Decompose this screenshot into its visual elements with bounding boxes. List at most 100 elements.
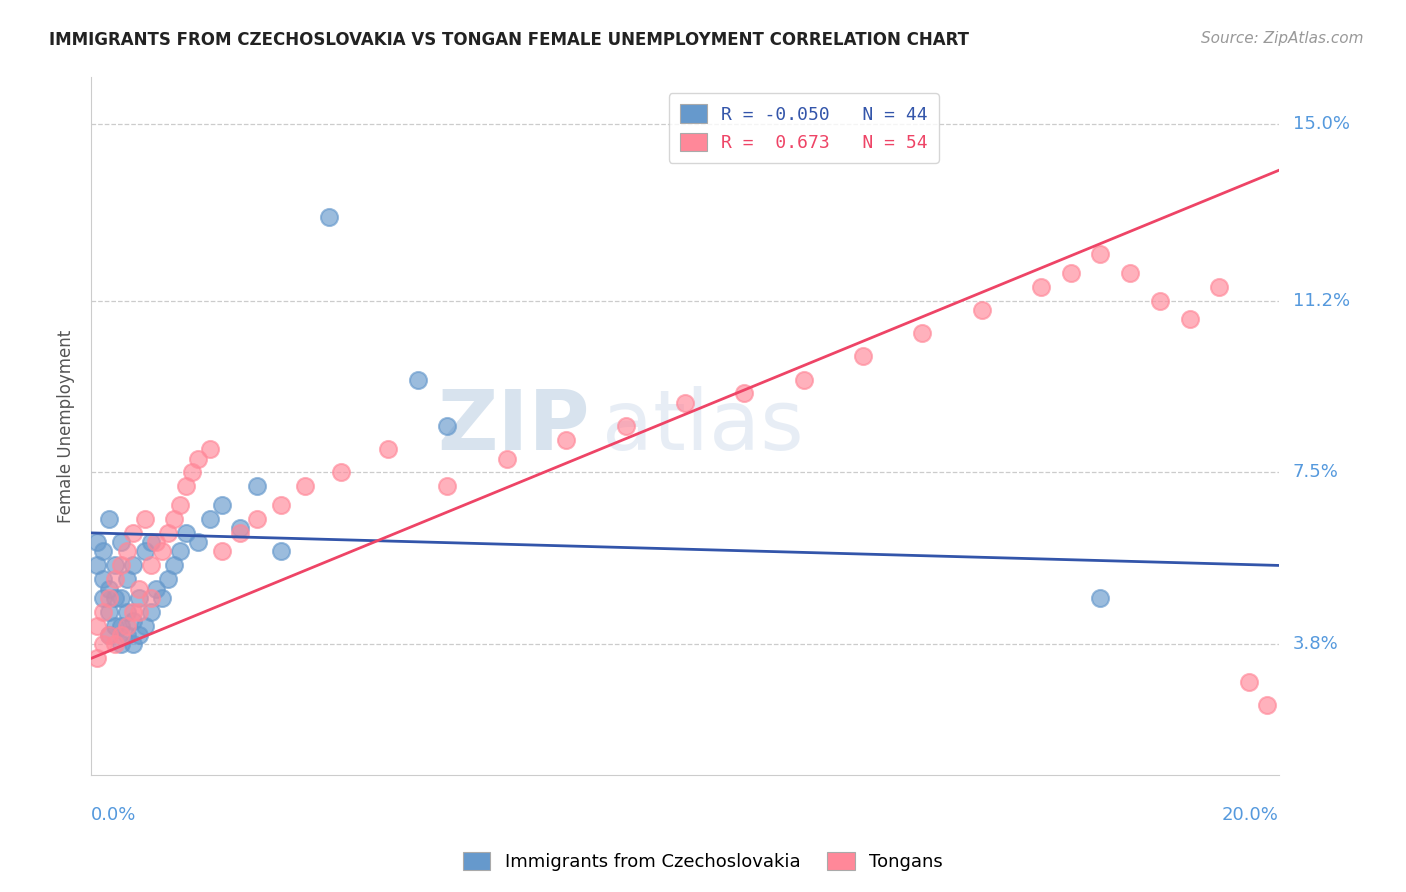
Point — [163, 512, 186, 526]
Point — [134, 512, 156, 526]
Point — [139, 558, 162, 573]
Point — [110, 591, 132, 605]
Point — [110, 558, 132, 573]
Point — [152, 544, 174, 558]
Point — [139, 535, 162, 549]
Point — [1208, 279, 1230, 293]
Point — [86, 651, 108, 665]
Text: Source: ZipAtlas.com: Source: ZipAtlas.com — [1201, 31, 1364, 46]
Point — [852, 349, 875, 363]
Text: 20.0%: 20.0% — [1222, 806, 1278, 824]
Point — [1149, 293, 1171, 308]
Point — [115, 605, 138, 619]
Point — [270, 544, 292, 558]
Point — [495, 451, 517, 466]
Point — [169, 498, 191, 512]
Point — [104, 591, 127, 605]
Point — [555, 433, 578, 447]
Y-axis label: Female Unemployment: Female Unemployment — [58, 329, 75, 523]
Point — [733, 386, 755, 401]
Point — [198, 442, 221, 457]
Point — [211, 544, 233, 558]
Point — [128, 605, 150, 619]
Point — [121, 605, 143, 619]
Point — [115, 573, 138, 587]
Point — [157, 573, 180, 587]
Point — [128, 591, 150, 605]
Point — [86, 619, 108, 633]
Point — [911, 326, 934, 340]
Point — [246, 479, 269, 493]
Point — [1256, 698, 1278, 712]
Point — [377, 442, 399, 457]
Point — [121, 614, 143, 628]
Point — [128, 582, 150, 596]
Point — [614, 419, 637, 434]
Legend: R = -0.050   N = 44, R =  0.673   N = 54: R = -0.050 N = 44, R = 0.673 N = 54 — [669, 94, 939, 163]
Text: ZIP: ZIP — [437, 385, 591, 467]
Point — [91, 544, 114, 558]
Point — [110, 535, 132, 549]
Point — [110, 628, 132, 642]
Point — [152, 591, 174, 605]
Point — [91, 591, 114, 605]
Point — [1029, 279, 1052, 293]
Point — [91, 605, 114, 619]
Point — [97, 512, 120, 526]
Point — [97, 591, 120, 605]
Point — [1060, 266, 1083, 280]
Point — [198, 512, 221, 526]
Text: 3.8%: 3.8% — [1294, 635, 1339, 654]
Point — [104, 619, 127, 633]
Point — [115, 619, 138, 633]
Point — [169, 544, 191, 558]
Point — [294, 479, 316, 493]
Point — [174, 525, 197, 540]
Point — [115, 544, 138, 558]
Legend: Immigrants from Czechoslovakia, Tongans: Immigrants from Czechoslovakia, Tongans — [456, 845, 950, 879]
Point — [86, 558, 108, 573]
Point — [318, 210, 340, 224]
Text: IMMIGRANTS FROM CZECHOSLOVAKIA VS TONGAN FEMALE UNEMPLOYMENT CORRELATION CHART: IMMIGRANTS FROM CZECHOSLOVAKIA VS TONGAN… — [49, 31, 969, 49]
Point — [228, 525, 250, 540]
Point — [1090, 591, 1112, 605]
Point — [121, 637, 143, 651]
Point — [97, 605, 120, 619]
Point — [134, 544, 156, 558]
Text: 11.2%: 11.2% — [1294, 292, 1350, 310]
Point — [110, 619, 132, 633]
Point — [1237, 674, 1260, 689]
Point — [121, 558, 143, 573]
Point — [436, 479, 458, 493]
Point — [187, 535, 209, 549]
Point — [145, 535, 167, 549]
Point — [97, 582, 120, 596]
Point — [134, 619, 156, 633]
Point — [157, 525, 180, 540]
Point — [104, 558, 127, 573]
Point — [128, 628, 150, 642]
Point — [1119, 266, 1142, 280]
Point — [110, 637, 132, 651]
Point — [436, 419, 458, 434]
Text: 7.5%: 7.5% — [1294, 464, 1339, 482]
Point — [91, 573, 114, 587]
Point — [139, 605, 162, 619]
Point — [163, 558, 186, 573]
Point — [970, 302, 993, 317]
Point — [406, 372, 429, 386]
Point — [793, 372, 815, 386]
Point — [115, 628, 138, 642]
Point — [97, 628, 120, 642]
Point — [121, 525, 143, 540]
Point — [187, 451, 209, 466]
Point — [145, 582, 167, 596]
Point — [181, 466, 204, 480]
Point — [104, 637, 127, 651]
Point — [1178, 312, 1201, 326]
Point — [86, 535, 108, 549]
Text: 0.0%: 0.0% — [91, 806, 136, 824]
Point — [228, 521, 250, 535]
Point — [1090, 247, 1112, 261]
Point — [139, 591, 162, 605]
